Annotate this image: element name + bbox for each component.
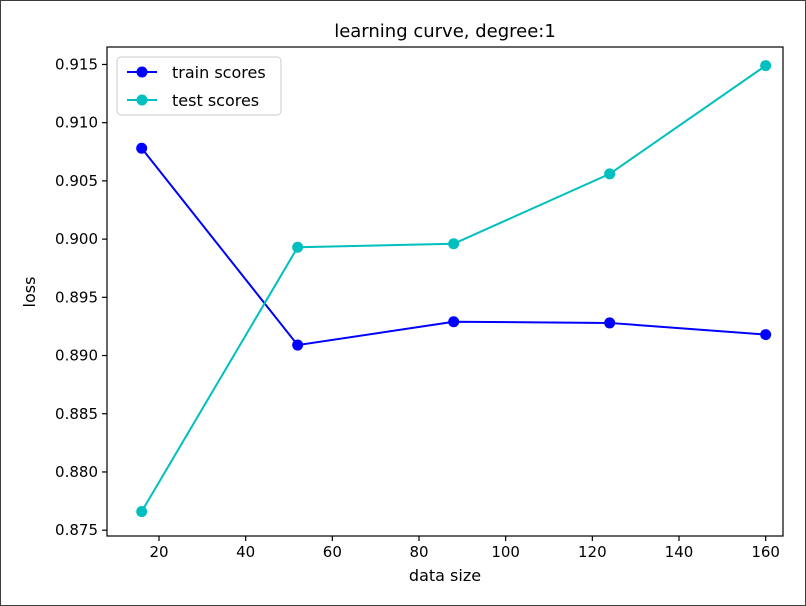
data-point xyxy=(292,339,304,351)
data-point xyxy=(604,317,616,329)
y-tick-label: 0.910 xyxy=(55,114,98,132)
data-point xyxy=(136,142,148,154)
y-axis-label: loss xyxy=(20,277,39,308)
x-tick-label: 160 xyxy=(751,543,780,561)
x-tick-label: 100 xyxy=(491,543,520,561)
data-point xyxy=(604,168,616,180)
y-tick-label: 0.880 xyxy=(55,463,98,481)
y-tick-label: 0.900 xyxy=(55,230,98,248)
x-tick-label: 40 xyxy=(236,543,255,561)
series-test-scores xyxy=(136,60,772,518)
x-axis-label: data size xyxy=(409,566,481,585)
data-point xyxy=(448,316,460,328)
series-layer xyxy=(136,60,772,518)
data-point xyxy=(760,329,772,341)
y-tick-label: 0.895 xyxy=(55,288,98,306)
legend-label: test scores xyxy=(172,91,259,110)
legend-label: train scores xyxy=(172,63,266,82)
y-tick-label: 0.885 xyxy=(55,405,98,423)
y-tick-label: 0.890 xyxy=(55,347,98,365)
series-train-scores xyxy=(136,142,772,351)
series-line xyxy=(140,64,767,513)
y-tick-label: 0.875 xyxy=(55,521,98,539)
data-point xyxy=(292,241,304,253)
x-tick-label: 80 xyxy=(409,543,428,561)
x-tick-label: 140 xyxy=(665,543,694,561)
legend-swatch-marker xyxy=(136,66,148,78)
legend-box xyxy=(116,56,282,116)
data-point xyxy=(136,506,148,518)
x-tick-label: 60 xyxy=(323,543,342,561)
chart-title: learning curve, degree:1 xyxy=(334,21,556,42)
x-tick-label: 120 xyxy=(578,543,607,561)
y-tick-label: 0.915 xyxy=(55,55,98,73)
data-point xyxy=(760,60,772,72)
ticks-layer: 20 40 60 80 100 120 140 160 0.875 0.880 0.885 0.890… xyxy=(55,55,780,561)
plot-area xyxy=(106,46,784,537)
x-tick-label: 20 xyxy=(149,543,168,561)
data-point xyxy=(448,238,460,250)
y-tick-label: 0.905 xyxy=(55,172,98,190)
legend-swatch-marker xyxy=(136,94,148,106)
legend: train scores test scores xyxy=(116,56,282,116)
